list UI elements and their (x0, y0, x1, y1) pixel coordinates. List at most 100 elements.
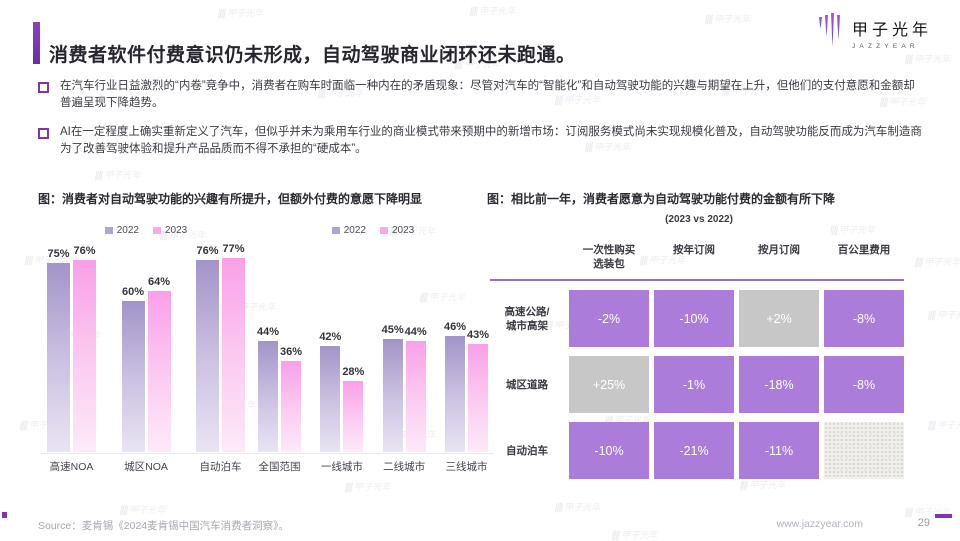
bar-group-全国范围: 44% 36% 全国范围 (257, 326, 302, 474)
legend-label: 2023 (165, 224, 188, 236)
chart-legend: 2022 2023 (258, 224, 488, 236)
table-column-header: 一次性购买 选装包 (582, 244, 636, 271)
table-cell: -11% (739, 422, 819, 480)
bar-value-label: 64% (147, 276, 171, 288)
watermark-stamp: ||||甲子光年 (553, 502, 603, 513)
bar-2022-全国范围: 44% (257, 326, 279, 452)
watermark-bars-icon: |||| (468, 6, 478, 17)
right-figure-title: 图：相比前一年，消费者愿意为自动驾驶功能付费的金额有所下降 (487, 192, 836, 206)
watermark-bars-icon: |||| (903, 507, 913, 518)
watermark-stamp: ||||甲子光年 (703, 14, 753, 25)
legend-item-2022: 2022 (331, 224, 366, 236)
bullet-list: 在汽车行业日益激烈的“内卷”竞争中，消费者在购车时面临一种内在的矛盾现象：尽管对… (38, 78, 924, 170)
category-label: 一线城市 (320, 461, 363, 473)
bar-2022-自动泊车: 76% (196, 245, 219, 452)
bar-group-二线城市: 45% 44% 二线城市 (382, 324, 427, 474)
bar-value-label: 43% (466, 329, 489, 341)
table-column-header: 百公里费用 (837, 244, 891, 256)
table-column-header: 按年订阅 (673, 244, 715, 256)
table-cell: -21% (654, 422, 734, 480)
watermark-stamp: ||||甲子光年 (610, 530, 660, 541)
legend-item-2023: 2023 (153, 224, 187, 236)
table-header-divider (490, 279, 904, 282)
legend-label: 2023 (392, 224, 415, 236)
bar-value-label: 77% (222, 243, 245, 255)
table-cell: -8% (824, 290, 904, 348)
footer-right-tick (935, 514, 952, 518)
bullet-square-icon (38, 82, 49, 93)
watermark-bars-icon: |||| (343, 482, 353, 493)
table-row-label: 自动泊车 (506, 444, 548, 457)
legend-item-2023: 2023 (380, 224, 414, 236)
table-cell (824, 422, 904, 480)
category-label: 全国范围 (258, 461, 301, 473)
watermark-stamp: ||||甲子光年 (93, 170, 143, 181)
bullet-item: AI在一定程度上确实重新定义了汽车，但似乎并未为乘用车行业的商业模式带来预期中的… (38, 124, 924, 159)
payment-change-table: 一次性购买 选装包 按年订阅 按月订阅 百公里费用 高速公路/ 城市高架 -2% -10% +… (490, 241, 904, 480)
bar-2023-城区NOA: 64% (147, 276, 171, 452)
jazzyear-logo: 甲子光年 JAZZYEAR (817, 13, 932, 53)
bar-group-城区NOA: 60% 64% 城区NOA (121, 276, 171, 474)
legend-label: 2022 (116, 224, 139, 236)
right-figure-header: 图：相比前一年，消费者愿意为自动驾驶功能付费的金额有所下降 (2023 vs 2… (487, 190, 911, 225)
watermark-bars-icon: |||| (926, 420, 936, 431)
watermark-bars-icon: |||| (118, 505, 128, 516)
table-cell: +2% (739, 290, 819, 348)
bullet-square-icon (38, 127, 49, 139)
bar-value-label: 42% (319, 331, 342, 343)
bar-2022-一线城市: 42% (319, 331, 341, 452)
watermark-stamp: ||||甲子光年 (913, 257, 960, 268)
watermark-bars-icon: |||| (903, 54, 913, 65)
bullet-item: 在汽车行业日益激烈的“内卷”竞争中，消费者在购车时面临一种内在的矛盾现象：尽管对… (38, 78, 924, 113)
watermark-stamp: ||||甲子光年 (926, 420, 960, 431)
watermark-bars-icon: |||| (926, 310, 936, 321)
legend-swatch-2023 (153, 226, 161, 234)
bar-2023-自动泊车: 77% (222, 243, 245, 452)
bullet-text: AI在一定程度上确实重新定义了汽车，但似乎并未为乘用车行业的商业模式带来预期中的… (60, 125, 922, 156)
bar-value-label: 75% (47, 248, 70, 260)
bar-value-label: 45% (381, 324, 404, 336)
table-cell: -1% (654, 356, 734, 414)
title-accent-bar (33, 22, 40, 64)
bar-2023-全国范围: 36% (280, 346, 302, 452)
bar-value-label: 44% (404, 326, 427, 338)
watermark-bars-icon: |||| (610, 530, 620, 541)
bar-2022-高速NOA: 75% (47, 248, 70, 452)
category-label: 高速NOA (49, 461, 94, 473)
bar-2023-一线城市: 28% (342, 366, 364, 452)
table-cell: -10% (569, 422, 649, 480)
table-cell: -8% (824, 356, 904, 414)
table-row-label: 城区道路 (506, 378, 548, 391)
bar-value-label: 44% (256, 326, 280, 338)
category-label: 二线城市 (383, 461, 426, 473)
bar-2023-高速NOA: 76% (73, 245, 96, 452)
watermark-stamp: ||||甲子光年 (738, 480, 788, 491)
chart-baseline (41, 453, 251, 454)
watermark-bars-icon: |||| (738, 480, 748, 491)
bar-group-高速NOA: 75% 76% 高速NOA (47, 245, 96, 474)
watermark-bars-icon: |||| (23, 255, 33, 266)
bar-value-label: 76% (196, 245, 219, 257)
chart-plot: 44% 36% 全国范围 42% 28% 一线城市 45% 44% 二线城市 46% 43% 三线城市 (252, 242, 494, 474)
bar-2022-二线城市: 45% (382, 324, 404, 452)
bar-value-label: 76% (73, 245, 96, 257)
logo-text: 甲子光年 JAZZYEAR (852, 16, 932, 50)
chart-baseline (252, 453, 494, 454)
bar-2022-三线城市: 46% (444, 321, 466, 452)
bar-group-一线城市: 42% 28% 一线城市 (319, 331, 364, 474)
bar-value-label: 60% (121, 286, 145, 298)
table-cell: -18% (739, 356, 819, 414)
right-figure-subtitle: (2023 vs 2022) (665, 214, 733, 225)
watermark-bars-icon: |||| (18, 420, 28, 431)
bar-value-label: 46% (443, 321, 466, 333)
bar-2023-三线城市: 43% (467, 329, 489, 452)
bar-2022-城区NOA: 60% (121, 286, 145, 452)
watermark-stamp: ||||甲子光年 (468, 6, 518, 17)
page-number: 29 (917, 517, 930, 529)
page-title: 消费者软件付费意识仍未形成，自动驾驶商业闭环还未跑通。 (49, 44, 576, 66)
logo-name: 甲子光年 (851, 22, 932, 39)
table-cell: +25% (569, 356, 649, 414)
category-label: 自动泊车 (199, 461, 242, 473)
interest-bar-chart: 2022 2023 75% 76% 高速NOA 60% 64% 城区NOA 76% 77% 自动泊… (41, 224, 251, 474)
watermark-bars-icon: |||| (828, 225, 838, 236)
